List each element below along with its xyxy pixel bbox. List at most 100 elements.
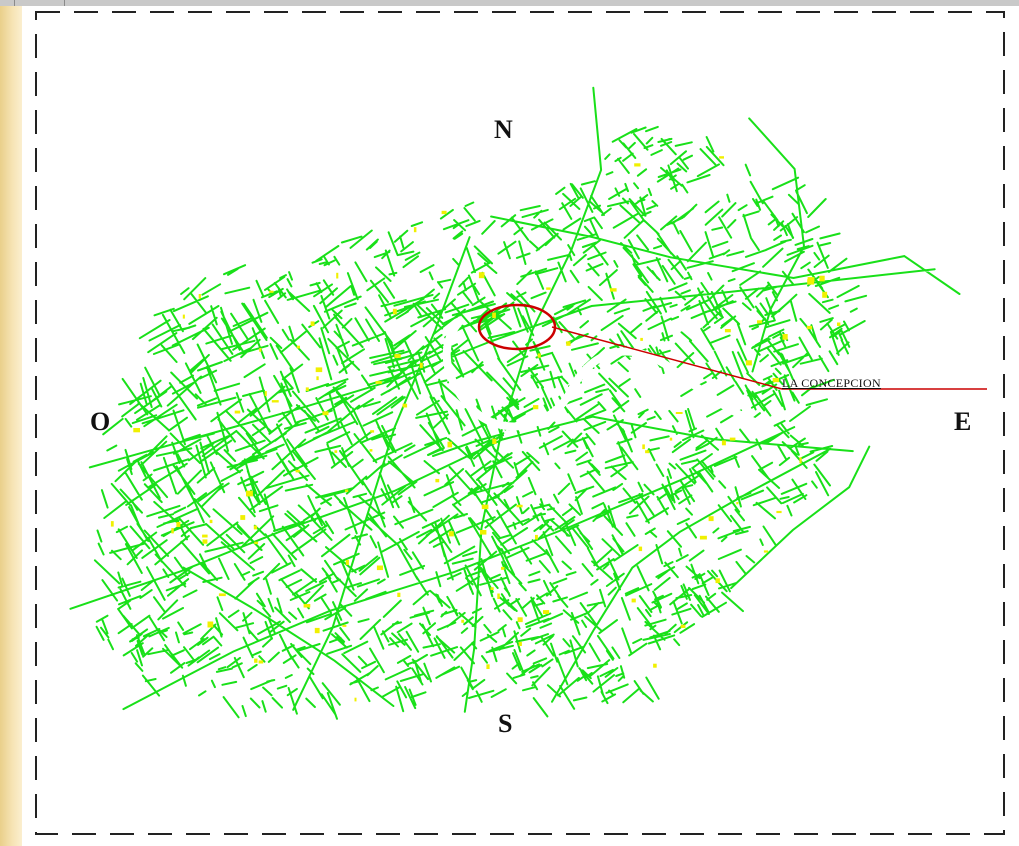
compass-south: S	[498, 709, 513, 738]
highlight-spot	[202, 534, 208, 538]
highlight-spot	[182, 314, 185, 319]
highlight-spots	[110, 156, 841, 702]
highlight-spot	[322, 411, 329, 416]
highlight-spot	[171, 528, 174, 534]
highlight-spot	[782, 334, 788, 340]
highlight-spot	[631, 598, 636, 603]
highlight-spot	[246, 490, 253, 497]
highlight-spot	[721, 440, 726, 446]
highlight-spot	[535, 534, 538, 540]
highlight-spot	[837, 322, 841, 326]
highlight-spot	[354, 697, 357, 702]
highlight-spot	[342, 624, 347, 627]
highlight-spot	[492, 312, 496, 318]
highlight-spot	[198, 294, 201, 299]
highlight-spot	[763, 550, 769, 553]
highlight-spot	[314, 627, 320, 634]
highlight-spot	[736, 502, 739, 505]
highlight-spot	[807, 277, 815, 282]
highlight-spot	[254, 541, 259, 545]
highlight-spot	[461, 619, 465, 623]
highlight-spot	[271, 400, 279, 403]
compass-east: E	[954, 407, 972, 436]
highlight-spot	[269, 290, 274, 293]
highlight-spot	[296, 345, 300, 349]
highlight-spot	[517, 617, 523, 623]
highlight-spot	[370, 430, 375, 433]
street-map[interactable]	[32, 9, 1009, 838]
highlight-spot	[645, 450, 650, 454]
highlight-spot	[441, 210, 447, 215]
highlight-spot	[819, 275, 825, 282]
highlight-spot	[110, 521, 114, 527]
highlight-spot	[310, 321, 315, 326]
highlight-spot	[435, 478, 440, 483]
highlight-spot	[315, 367, 323, 373]
highlight-spot	[497, 593, 500, 599]
highlight-spot	[303, 604, 311, 608]
highlight-spot	[543, 610, 550, 614]
highlight-spot	[799, 457, 802, 464]
highlight-spot	[397, 592, 401, 597]
map-frame: N S E O LA CONCEPCION	[32, 9, 1009, 838]
highlight-spot	[345, 489, 349, 492]
highlight-spot	[675, 412, 683, 414]
highlight-spot	[481, 504, 489, 510]
highlight-spot	[345, 560, 349, 565]
highlight-spot	[642, 444, 645, 450]
la-concepcion-callout[interactable]	[477, 303, 987, 390]
highlight-spot	[680, 624, 686, 628]
highlight-spot	[376, 565, 383, 571]
highlight-spot	[566, 341, 571, 346]
highlight-spot	[176, 522, 181, 527]
highlight-spot	[669, 437, 673, 441]
highlight-spot	[258, 660, 264, 664]
highlight-spot	[776, 510, 782, 514]
road-network	[69, 86, 961, 720]
callout-leader-line	[551, 326, 783, 390]
la-concepcion-label: LA CONCEPCION	[782, 376, 881, 390]
highlight-spot	[492, 438, 497, 444]
compass-west: O	[90, 407, 111, 436]
dashed-frame-border	[35, 11, 1005, 835]
river	[442, 316, 774, 433]
highlight-spot	[640, 337, 643, 341]
highlight-spot	[448, 531, 454, 537]
highlight-spot	[316, 376, 319, 381]
highlight-spot	[806, 325, 813, 330]
highlight-spot	[546, 287, 551, 290]
highlight-spot	[218, 593, 226, 597]
highlight-spot	[259, 348, 262, 352]
toolbar-divider	[14, 0, 15, 6]
left-decorative-strip	[0, 0, 22, 846]
highlight-spot	[254, 658, 258, 663]
highlight-spot	[253, 525, 258, 530]
street-segments	[69, 86, 961, 720]
highlight-spot	[757, 320, 763, 324]
highlight-spot	[724, 329, 731, 333]
highlight-spot	[264, 391, 267, 397]
highlight-spot	[653, 663, 657, 668]
highlight-spot	[375, 381, 382, 384]
compass-north: N	[494, 115, 513, 144]
highlight-spot	[719, 156, 724, 159]
highlight-spot	[305, 387, 309, 392]
highlight-spot	[772, 378, 779, 383]
highlight-spot	[202, 539, 208, 544]
highlight-spot	[369, 449, 373, 452]
highlight-spot	[486, 664, 490, 669]
highlight-spot	[610, 288, 617, 292]
highlight-spot	[533, 405, 539, 410]
highlight-spot	[501, 566, 505, 570]
top-toolbar-strip	[0, 0, 1019, 6]
highlight-spot	[133, 428, 140, 433]
highlight-spot	[334, 450, 338, 453]
highlight-spot	[480, 530, 487, 535]
highlight-spot	[745, 360, 752, 366]
highlight-spot	[240, 515, 246, 520]
highlight-spot	[207, 621, 214, 628]
highlight-spot	[413, 227, 417, 233]
highlight-spot	[490, 587, 494, 590]
highlight-spot	[336, 272, 339, 279]
highlight-spot	[402, 403, 408, 408]
